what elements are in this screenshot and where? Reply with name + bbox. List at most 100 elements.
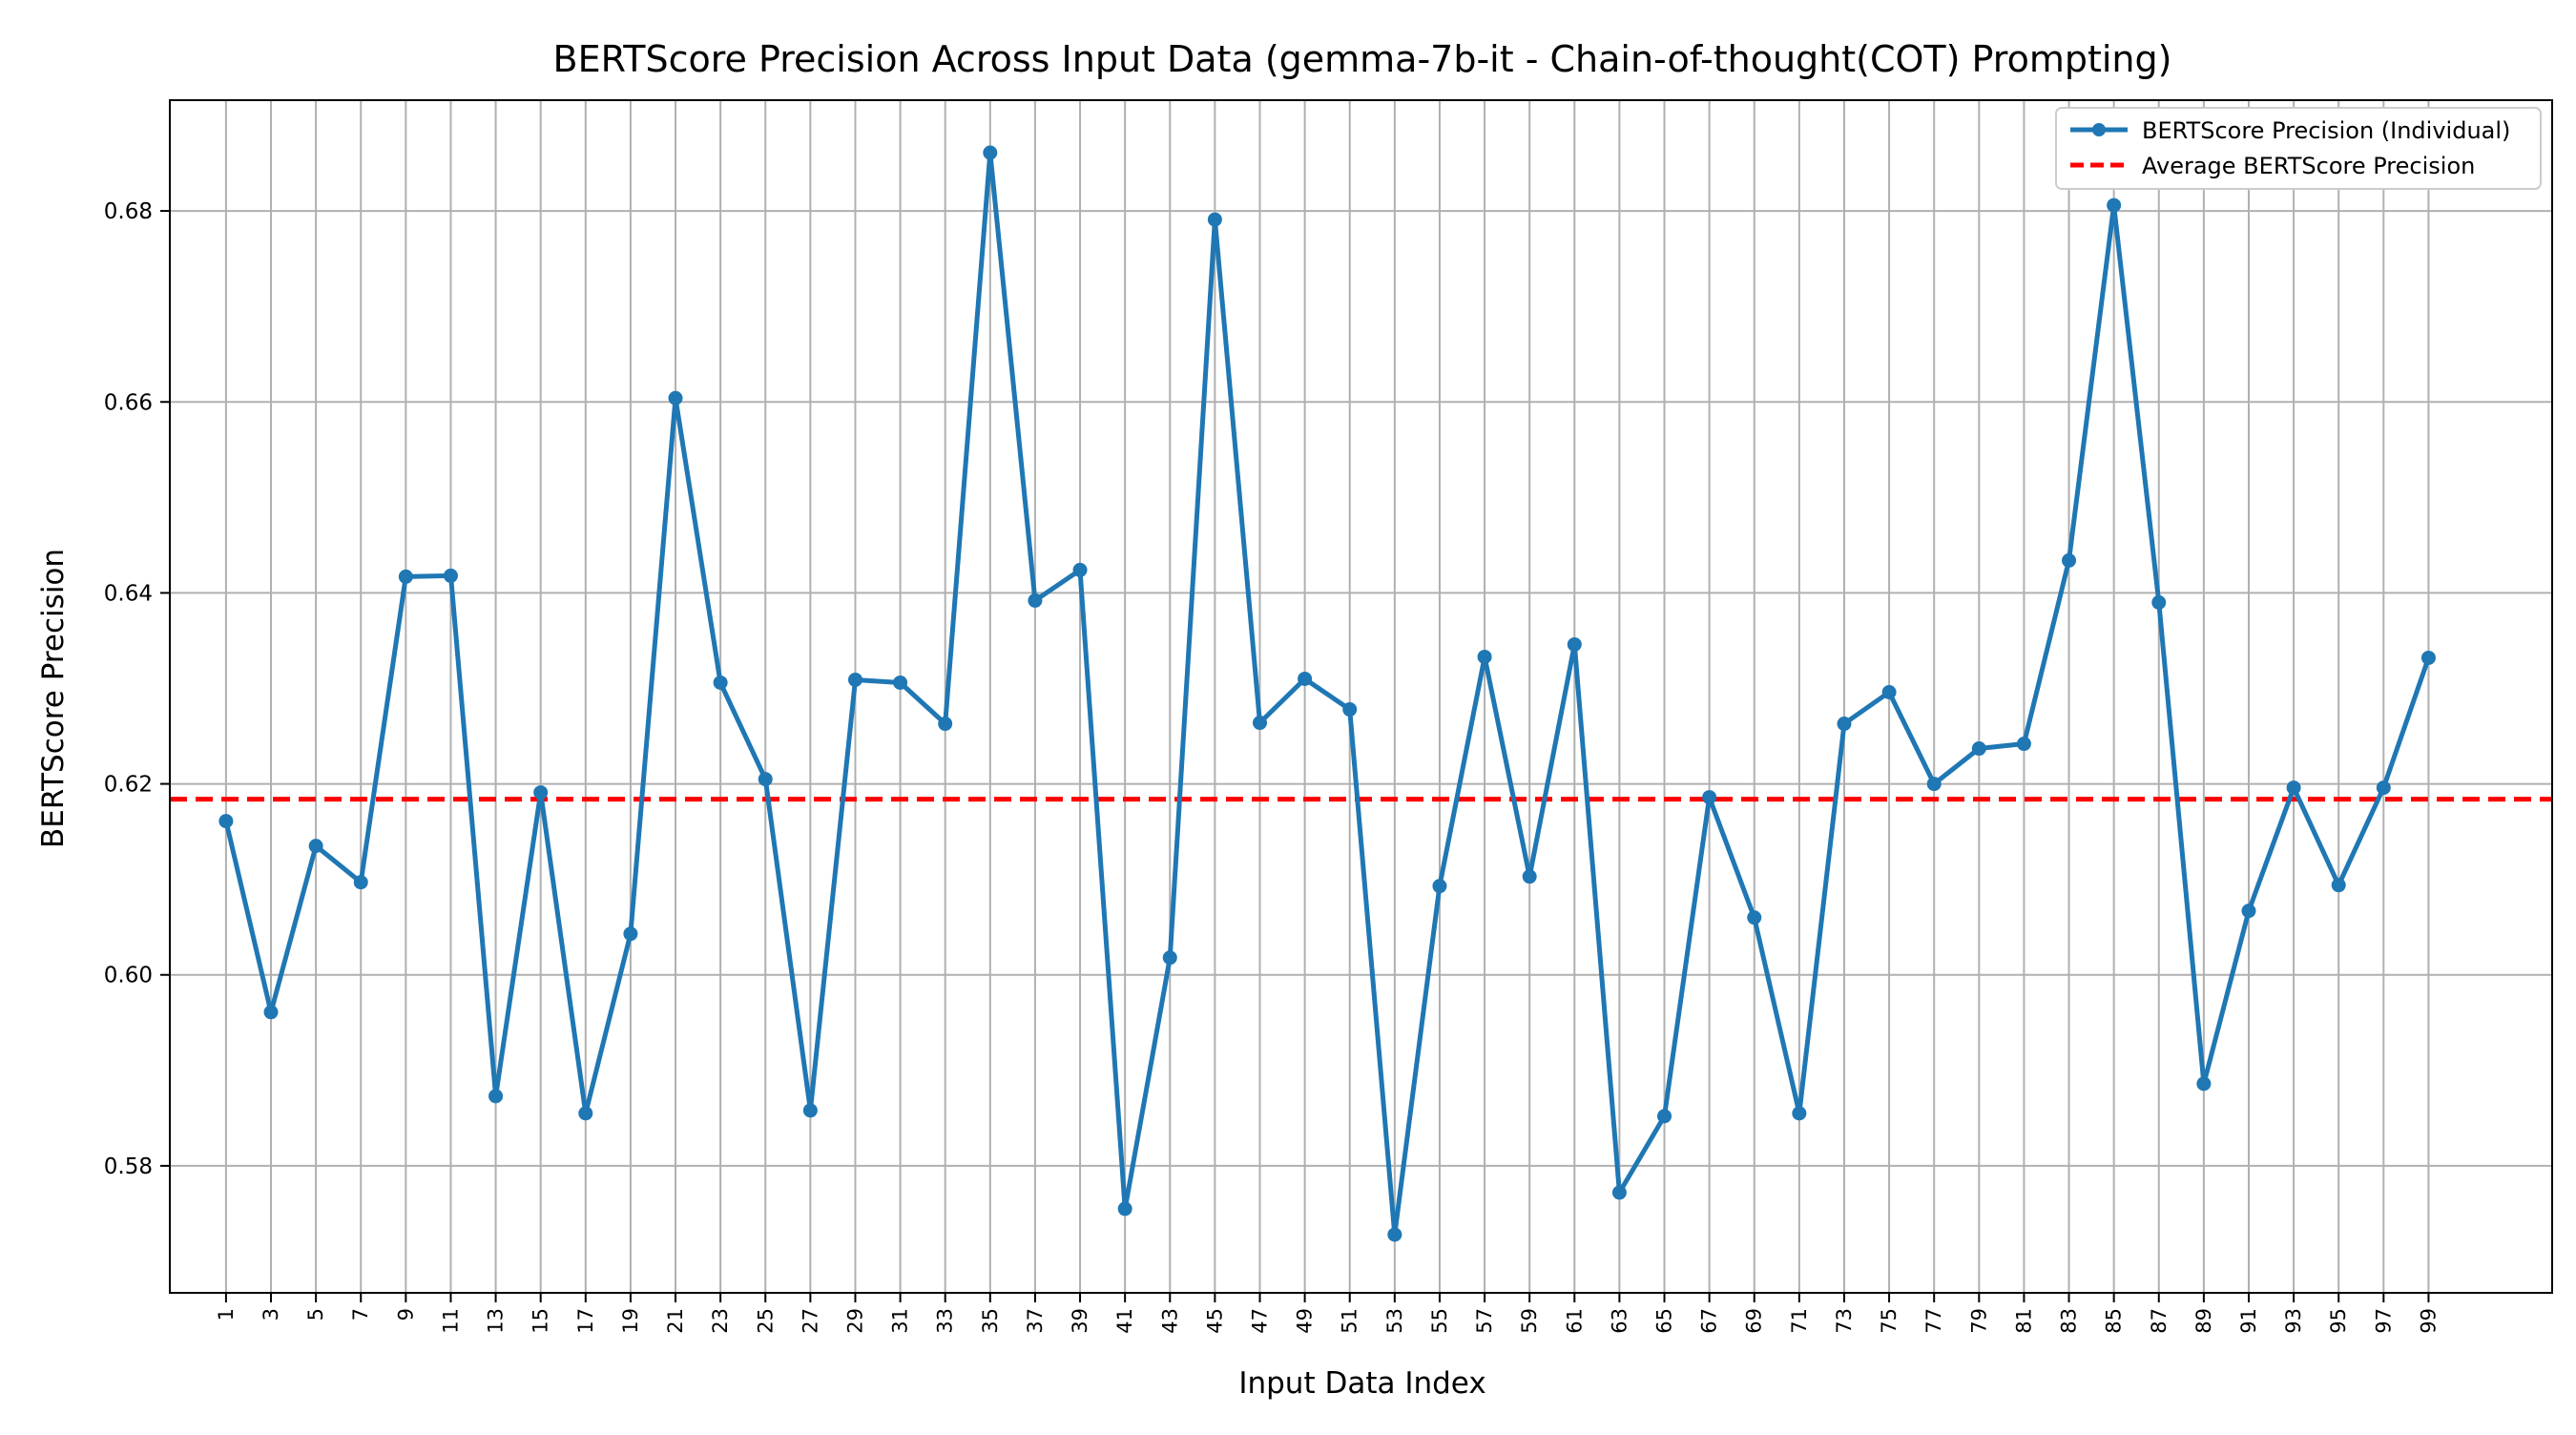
- x-tick-label: 77: [1922, 1308, 1945, 1334]
- data-point: [263, 1005, 279, 1020]
- x-tick-label: 67: [1698, 1308, 1721, 1334]
- data-point: [1387, 1227, 1402, 1242]
- x-tick-label: 55: [1428, 1308, 1451, 1334]
- data-point: [2331, 878, 2346, 893]
- x-tick-label: 29: [843, 1308, 866, 1334]
- x-tick-label: 85: [2103, 1308, 2126, 1334]
- legend-marker-individual: [2092, 123, 2106, 136]
- data-point: [308, 839, 323, 854]
- data-point: [1252, 716, 1267, 731]
- x-tick-label: 33: [934, 1308, 957, 1334]
- y-tick-label: 0.60: [104, 964, 153, 988]
- x-tick-label: 49: [1294, 1308, 1317, 1334]
- data-point: [758, 772, 773, 787]
- data-point: [1072, 562, 1088, 577]
- data-point: [2286, 780, 2301, 796]
- data-point: [1926, 777, 1942, 792]
- data-point: [1837, 717, 1852, 732]
- plot-frame: [169, 99, 2553, 1294]
- x-tick-label: 81: [2012, 1308, 2035, 1334]
- data-point: [533, 785, 549, 801]
- data-point: [2196, 1076, 2212, 1092]
- y-tick-label: 0.66: [104, 390, 153, 415]
- series-layer: [218, 145, 2436, 1242]
- x-tick-label: 13: [485, 1308, 508, 1334]
- y-tick-label: 0.64: [104, 581, 153, 606]
- x-tick-label: 59: [1518, 1308, 1541, 1334]
- data-point: [1432, 879, 1447, 894]
- x-tick-label: 91: [2237, 1308, 2260, 1334]
- x-tick-label: 7: [349, 1308, 372, 1321]
- x-tick-label: 15: [530, 1308, 552, 1334]
- data-point: [938, 717, 953, 732]
- x-tick-label: 89: [2192, 1308, 2215, 1334]
- data-point: [1207, 212, 1222, 227]
- data-point: [1028, 593, 1043, 608]
- y-tick-label: 0.58: [104, 1154, 153, 1179]
- data-point: [1971, 741, 1986, 757]
- legend-label-average: Average BERTScore Precision: [2142, 153, 2475, 179]
- x-axis-label: Input Data Index: [1238, 1366, 1485, 1401]
- legend: BERTScore Precision (Individual) Average…: [2055, 107, 2542, 190]
- data-point: [802, 1103, 818, 1118]
- data-point: [847, 672, 862, 687]
- x-tick-label: 17: [574, 1308, 597, 1334]
- data-point: [668, 390, 683, 406]
- data-point: [1792, 1106, 1807, 1121]
- data-point: [398, 569, 413, 584]
- data-point: [1747, 910, 1762, 925]
- x-tick-label: 39: [1069, 1308, 1091, 1334]
- x-tick-label: 65: [1653, 1308, 1676, 1334]
- x-tick-label: 27: [799, 1308, 821, 1334]
- y-axis-ticks: 0.58 0.60 0.62 0.64 0.66 0.68: [104, 199, 170, 1179]
- data-point: [713, 675, 728, 690]
- x-tick-label: 3: [260, 1308, 282, 1321]
- x-tick-label: 35: [979, 1308, 1002, 1334]
- x-tick-label: 11: [439, 1308, 462, 1334]
- data-point: [1477, 649, 1492, 664]
- y-tick-label: 0.68: [104, 199, 153, 224]
- data-point: [1522, 869, 1537, 884]
- x-tick-label: 21: [664, 1308, 687, 1334]
- x-tick-label: 45: [1203, 1308, 1226, 1334]
- x-tick-label: 95: [2327, 1308, 2350, 1334]
- y-tick-label: 0.62: [104, 773, 153, 798]
- legend-box: [2055, 107, 2542, 190]
- x-tick-label: 23: [709, 1308, 732, 1334]
- x-tick-label: 53: [1383, 1308, 1406, 1334]
- series-line-individual: [223, 150, 2431, 1237]
- data-point: [1881, 684, 1897, 699]
- x-tick-label: 79: [1967, 1308, 1990, 1334]
- x-tick-label: 97: [2372, 1308, 2395, 1334]
- x-axis-ticks: 1 3 5 7 9 11 13 15 17 19 21 23 25 27 29 31 33 35 37 39 41 43 4…: [215, 1293, 2440, 1334]
- data-point: [1298, 671, 1313, 686]
- data-point: [2241, 904, 2256, 919]
- data-point: [1117, 1201, 1132, 1217]
- data-point: [578, 1106, 593, 1121]
- x-tick-label: 25: [754, 1308, 777, 1334]
- data-point: [2151, 594, 2167, 610]
- data-point: [443, 568, 458, 583]
- x-tick-label: 83: [2058, 1308, 2081, 1334]
- data-point: [1657, 1109, 1672, 1124]
- x-tick-label: 93: [2282, 1308, 2305, 1334]
- chart-title: BERTScore Precision Across Input Data (g…: [553, 38, 2172, 80]
- x-tick-label: 63: [1608, 1308, 1631, 1334]
- x-tick-label: 51: [1339, 1308, 1361, 1334]
- x-tick-label: 5: [304, 1308, 327, 1321]
- data-point: [893, 675, 908, 690]
- data-point: [2016, 737, 2031, 752]
- x-tick-label: 47: [1248, 1308, 1271, 1334]
- x-tick-label: 71: [1788, 1308, 1811, 1334]
- x-tick-label: 61: [1563, 1308, 1586, 1334]
- data-point: [2376, 780, 2391, 796]
- y-axis-label: BERTScore Precision: [36, 549, 71, 848]
- data-point: [623, 926, 638, 942]
- data-point: [1567, 636, 1582, 652]
- x-tick-label: 31: [889, 1308, 912, 1334]
- x-tick-label: 37: [1024, 1308, 1047, 1334]
- data-point: [2062, 552, 2077, 568]
- data-point: [2107, 198, 2122, 213]
